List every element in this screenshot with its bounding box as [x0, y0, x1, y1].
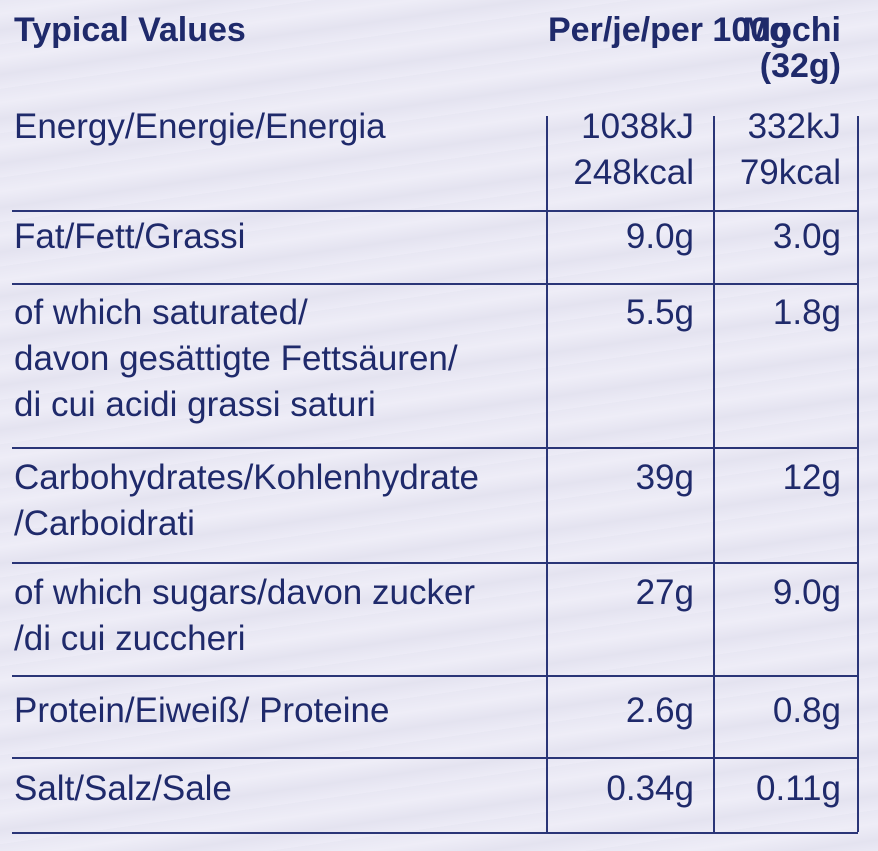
label-cell: Salt/Salz/Sale — [14, 766, 544, 812]
cell-line: (32g) — [759, 47, 841, 85]
value-cell: 39g — [548, 455, 694, 501]
value-cell: 12g — [715, 455, 841, 501]
value-cell: 0.34g — [548, 766, 694, 812]
label-cell: of which sugars/davon zucker/di cui zucc… — [14, 570, 544, 662]
row-divider — [12, 757, 858, 759]
column-divider — [713, 116, 715, 832]
label-cell: Carbohydrates/Kohlenhydrate/Carboidrati — [14, 455, 544, 547]
cell-line: 27g — [635, 573, 694, 612]
cell-line: Typical Values — [14, 11, 246, 49]
cell-line: 79kcal — [739, 153, 841, 192]
value-cell: 0.8g — [715, 688, 841, 734]
label-cell: Fat/Fett/Grassi — [14, 214, 544, 260]
cell-line: 9.0g — [772, 573, 841, 612]
value-cell: 3.0g — [715, 214, 841, 260]
label-cell: Energy/Energie/Energia — [14, 104, 544, 150]
cell-line: 1.8g — [772, 293, 841, 332]
row-divider — [12, 562, 858, 564]
row-divider — [12, 283, 858, 285]
value-cell: 332kJ 79kcal — [715, 104, 841, 196]
cell-line: di cui acidi grassi saturi — [14, 385, 376, 424]
cell-line: 5.5g — [625, 293, 694, 332]
cell-line: Per/je/per 100g — [548, 11, 790, 49]
cell-line: Fat/Fett/Grassi — [14, 217, 246, 256]
right-border — [857, 116, 859, 832]
cell-line: 0.8g — [772, 691, 841, 730]
cell-line: Mochi — [742, 11, 841, 49]
value-cell: 5.5g — [548, 290, 694, 336]
cell-line: /di cui zuccheri — [14, 619, 246, 658]
header-cell: Per/je/per 100g — [548, 11, 790, 49]
column-divider — [546, 116, 548, 832]
value-cell: 1038kJ 248kcal — [548, 104, 694, 196]
cell-line: Energy/Energie/Energia — [14, 107, 386, 146]
value-cell: 9.0g — [548, 214, 694, 260]
cell-line: 0.11g — [756, 769, 841, 808]
row-divider — [12, 210, 858, 212]
cell-line: davon gesättigte Fettsäuren/ — [14, 339, 458, 378]
value-cell: 27g — [548, 570, 694, 616]
cell-line: 1038kJ — [581, 107, 694, 146]
cell-line: 248kcal — [573, 153, 694, 192]
cell-line: Salt/Salz/Sale — [14, 769, 232, 808]
value-cell: 2.6g — [548, 688, 694, 734]
label-cell: of which saturated/davon gesättigte Fett… — [14, 290, 544, 428]
label-cell: Protein/Eiweiß/ Proteine — [14, 688, 544, 734]
row-divider — [12, 447, 858, 449]
cell-line: 9.0g — [625, 217, 694, 256]
cell-line: Carbohydrates/Kohlenhydrate — [14, 458, 480, 497]
header-cell: Mochi (32g) — [715, 12, 841, 84]
value-cell: 9.0g — [715, 570, 841, 616]
row-divider — [12, 675, 858, 677]
cell-line: 332kJ — [747, 107, 841, 146]
cell-line: of which saturated/ — [14, 293, 308, 332]
cell-line: of which sugars/davon zucker — [14, 573, 476, 612]
cell-line: 39g — [635, 458, 694, 497]
cell-line: 12g — [782, 458, 841, 497]
header-cell: Typical Values — [14, 12, 544, 48]
value-cell: 0.11g — [715, 766, 841, 812]
row-divider — [12, 832, 858, 834]
cell-line: /Carboidrati — [14, 504, 195, 543]
cell-line: 0.34g — [606, 769, 694, 808]
cell-line: Protein/Eiweiß/ Proteine — [14, 691, 390, 730]
value-cell: 1.8g — [715, 290, 841, 336]
cell-line: 3.0g — [772, 217, 841, 256]
cell-line: 2.6g — [625, 691, 694, 730]
